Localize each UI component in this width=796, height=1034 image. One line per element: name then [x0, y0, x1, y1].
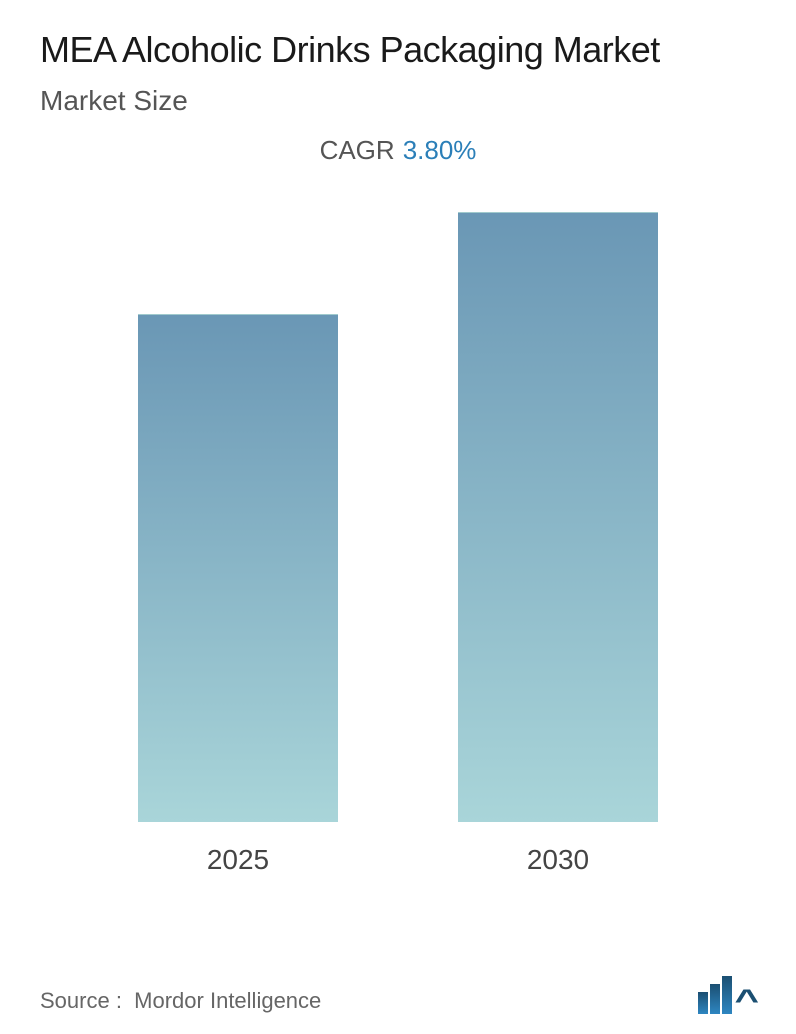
x-label-2025: 2025 — [138, 844, 338, 876]
chart-title: MEA Alcoholic Drinks Packaging Market — [40, 28, 756, 71]
cagr-label: CAGR — [320, 135, 395, 165]
chart-subtitle: Market Size — [40, 85, 756, 117]
logo-bar-1 — [698, 992, 708, 1014]
footer: Source : Mordor Intelligence ^ — [40, 976, 756, 1014]
chart-container: MEA Alcoholic Drinks Packaging Market Ma… — [0, 0, 796, 1034]
logo-bars-icon — [698, 976, 732, 1014]
x-axis-labels: 2025 2030 — [40, 844, 756, 876]
logo-bar-3 — [722, 976, 732, 1014]
logo-bar-2 — [710, 984, 720, 1014]
bar-2030 — [458, 212, 658, 822]
source-label: Source : — [40, 988, 122, 1013]
brand-logo: ^ — [698, 976, 756, 1014]
logo-caret-icon: ^ — [735, 992, 760, 1010]
cagr-line: CAGR 3.80% — [40, 135, 756, 166]
source-text: Source : Mordor Intelligence — [40, 988, 321, 1014]
bar-2025 — [138, 314, 338, 822]
chart-area: 2025 2030 — [40, 196, 756, 876]
cagr-value: 3.80% — [403, 135, 477, 165]
x-label-2030: 2030 — [458, 844, 658, 876]
source-name: Mordor Intelligence — [134, 988, 321, 1013]
bars-group — [40, 212, 756, 822]
